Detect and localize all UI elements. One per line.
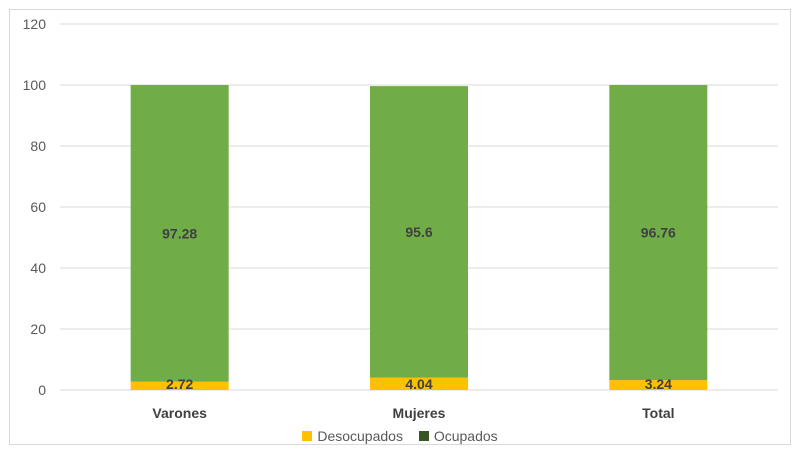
bar-ocupados-varones [130,85,229,382]
legend-swatch-ocupados [418,431,429,441]
y-tick-label-60: 60 [30,199,46,215]
y-tick-label-100: 100 [23,77,47,93]
x-axis-categories: Varones Mujeres Total [152,405,674,421]
legend-label-desocupados: Desocupados [317,428,403,444]
legend-item-ocupados: Ocupados [418,428,498,444]
data-label-ocupados-mujeres: 95.6 [405,224,432,240]
data-label-desocupados-varones: 2.72 [166,376,193,392]
y-tick-label-40: 40 [30,260,46,276]
y-tick-label-80: 80 [30,138,46,154]
data-label-desocupados-total: 3.24 [645,376,672,392]
legend-label-ocupados: Ocupados [433,428,498,444]
data-label-ocupados-total: 96.76 [641,225,676,241]
x-category-label-varones: Varones [152,405,207,421]
y-tick-label-0: 0 [38,382,46,398]
bar-desocupados-varones [130,381,229,390]
data-labels: 2.72 97.28 4.04 95.6 3.24 96.76 [162,224,676,392]
y-tick-label-120: 120 [23,16,47,32]
legend: Desocupados Ocupados [0,428,800,444]
x-category-label-total: Total [642,405,674,421]
data-label-desocupados-mujeres: 4.04 [405,376,432,392]
y-tick-label-20: 20 [30,321,46,337]
bar-desocupados-total [609,380,708,390]
legend-item-desocupados: Desocupados [302,428,403,444]
y-axis-ticks: 0 20 40 60 80 100 120 [23,16,47,398]
legend-swatch-desocupados [302,431,313,441]
x-category-label-mujeres: Mujeres [393,405,446,421]
bars [130,85,708,390]
data-label-ocupados-varones: 97.28 [162,225,197,241]
bar-ocupados-total [609,85,708,381]
bar-ocupados-mujeres [370,86,468,378]
bar-desocupados-mujeres [370,377,468,390]
